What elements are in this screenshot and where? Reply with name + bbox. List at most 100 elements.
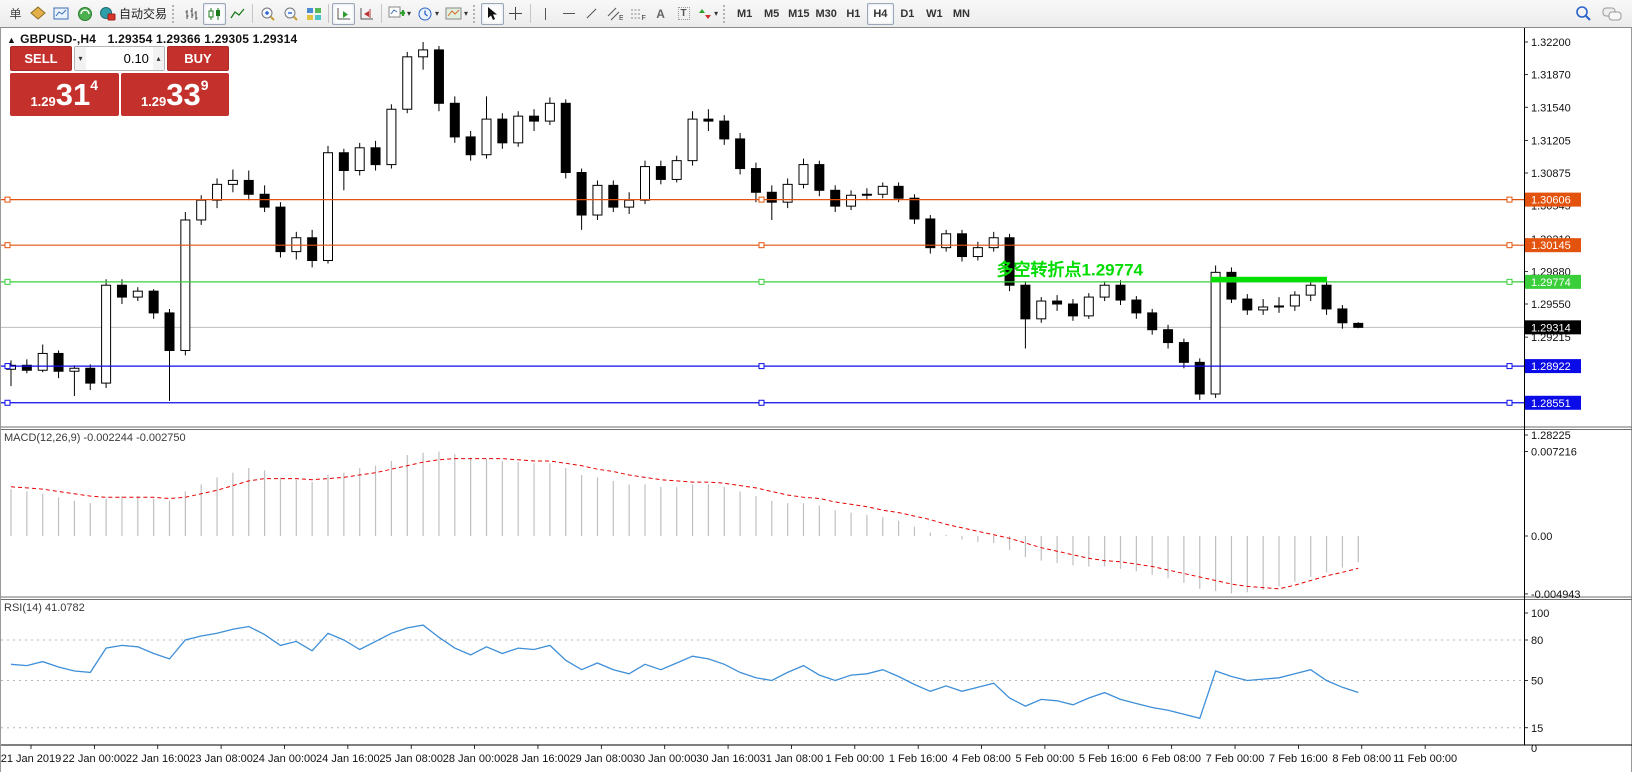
dropdown-caret-icon: ▾ [435, 9, 440, 18]
svg-text:30 Jan 16:00: 30 Jan 16:00 [696, 753, 760, 765]
chart-area[interactable]: 多空转折点1.29774 1.32200 1.31870 1.31540 1.31205… [0, 28, 1632, 772]
trendline-tool[interactable] [580, 3, 603, 25]
timeframe-d1[interactable]: D1 [900, 7, 915, 20]
svg-text:1.29314: 1.29314 [1531, 322, 1571, 334]
buy-price-prefix: 1.29 [140, 94, 167, 109]
time-axis[interactable]: 21 Jan 2019 22 Jan 00:00 22 Jan 16:00 23 Ja… [1, 745, 1457, 765]
buy-price-box[interactable]: 1.29 33 9 [120, 73, 229, 116]
timeframe-m1[interactable]: M1 [736, 7, 753, 20]
trade-panel-prices-row: 1.29 31 4 1.29 33 9 [10, 73, 229, 116]
rsi-indicator-label: RSI(14) 41.0782 [4, 602, 85, 614]
collapse-panel-icon[interactable]: ▲ [7, 35, 17, 45]
cursor-icon [488, 7, 498, 20]
zoom-in-button[interactable] [256, 3, 279, 25]
svg-text:1.30145: 1.30145 [1531, 240, 1571, 252]
new-order-button[interactable]: 单 [4, 3, 27, 25]
one-click-trading-panel: SELL ▾ ▴ BUY 1.29 31 4 1.29 33 9 [10, 46, 229, 116]
timeframe-m15[interactable]: M15 [788, 7, 810, 20]
chart-shift-button[interactable] [355, 3, 378, 25]
text-label-tool[interactable]: T [672, 3, 695, 25]
timeframe-m5[interactable]: M5 [763, 7, 780, 20]
line-chart-button[interactable] [226, 3, 249, 25]
svg-text:28 Jan 16:00: 28 Jan 16:00 [506, 753, 570, 765]
svg-text:8 Feb 08:00: 8 Feb 08:00 [1332, 753, 1391, 765]
vertical-line-icon [545, 7, 547, 20]
svg-text:31 Jan 08:00: 31 Jan 08:00 [760, 753, 824, 765]
sell-price-pip: 4 [90, 77, 99, 93]
main-toolbar: 单 自动交易 ▾ ▾ [0, 0, 1632, 28]
zoom-out-button[interactable] [279, 3, 302, 25]
channel-tool[interactable]: E [603, 3, 626, 25]
text-label-icon: T [677, 7, 690, 20]
crosshair-icon [509, 7, 523, 20]
horizontal-line-tool[interactable] [557, 3, 580, 25]
chart-canvas[interactable]: 多空转折点1.29774 1.32200 1.31870 1.31540 1.31205… [1, 28, 1632, 772]
toolbar-grip [172, 4, 176, 23]
templates-button[interactable]: ▾ [442, 3, 471, 25]
symbol-name: GBPUSD-,H4 [20, 32, 97, 46]
horizontal-line-objects[interactable] [1, 196, 1524, 406]
price-badges: 1.30606 1.30145 1.29774 1.28922 1.28551 1.293… [1525, 192, 1581, 410]
new-chart-button[interactable] [50, 3, 73, 25]
tile-windows-button[interactable] [302, 3, 325, 25]
timeframe-h4[interactable]: H4 [866, 2, 894, 25]
periods-button[interactable]: ▾ [414, 3, 442, 25]
svg-text:21 Jan 2019: 21 Jan 2019 [1, 753, 61, 765]
vertical-line-tool[interactable] [534, 3, 557, 25]
buy-button[interactable]: BUY [167, 46, 229, 71]
zoom-in-icon [261, 7, 275, 21]
equidistant-channel-icon: E [607, 7, 623, 21]
annotation-text[interactable]: 多空转折点1.29774 [997, 259, 1144, 279]
svg-text:5 Feb 00:00: 5 Feb 00:00 [1016, 753, 1075, 765]
ohlc-bars-icon [185, 7, 198, 20]
autotrading-button[interactable]: 自动交易 [96, 3, 170, 25]
add-indicator-button[interactable]: ▾ [385, 3, 414, 25]
bar-chart-button[interactable] [180, 3, 203, 25]
quotes-button[interactable] [27, 3, 50, 25]
svg-text:1.28225: 1.28225 [1531, 430, 1571, 442]
svg-text:1.30606: 1.30606 [1531, 195, 1571, 207]
trendline-icon [586, 8, 597, 19]
text-tool-icon: A [656, 6, 665, 21]
macd-indicator-label: MACD(12,26,9) -0.002244 -0.002750 [4, 432, 186, 444]
toolbar-separator [530, 4, 532, 23]
zoom-out-icon [284, 7, 298, 21]
volume-decrease-button[interactable]: ▾ [75, 47, 87, 70]
sell-price-prefix: 1.29 [30, 94, 56, 109]
trend-segment[interactable] [1211, 276, 1327, 282]
volume-increase-button[interactable]: ▴ [152, 47, 165, 70]
auto-scroll-icon [337, 7, 350, 19]
timeframe-m30[interactable]: M30 [815, 7, 837, 20]
svg-text:1 Feb 00:00: 1 Feb 00:00 [825, 753, 884, 765]
rsi-level-lines [1, 639, 1524, 729]
auto-scroll-button[interactable] [332, 2, 356, 25]
cursor-tool-button[interactable] [481, 2, 505, 25]
candlestick-chart-button[interactable] [203, 2, 227, 25]
crosshair-tool-button[interactable] [504, 3, 527, 25]
buy-price-big: 33 [166, 76, 201, 112]
svg-text:22 Jan 16:00: 22 Jan 16:00 [126, 753, 190, 765]
webtrader-button[interactable] [73, 3, 96, 25]
svg-text:4 Feb 08:00: 4 Feb 08:00 [952, 753, 1011, 765]
sell-price-box[interactable]: 1.29 31 4 [10, 73, 119, 116]
dropdown-caret-icon: ▾ [407, 9, 412, 18]
sell-button[interactable]: SELL [10, 46, 72, 71]
timeframe-w1[interactable]: W1 [926, 7, 943, 20]
arrows-tool[interactable]: ▾ [695, 3, 721, 25]
svg-text:24 Jan 16:00: 24 Jan 16:00 [316, 753, 380, 765]
template-icon [445, 7, 462, 19]
chat-icon[interactable] [1602, 6, 1622, 22]
timeframe-mn[interactable]: MN [952, 7, 970, 20]
toolbar-separator [328, 4, 330, 23]
svg-text:24 Jan 00:00: 24 Jan 00:00 [253, 753, 317, 765]
rsi-line [10, 624, 1359, 720]
svg-text:100: 100 [1531, 608, 1549, 620]
fibonacci-tool[interactable]: F [626, 3, 649, 25]
search-icon[interactable] [1575, 5, 1592, 22]
timeframe-h1[interactable]: H1 [846, 7, 861, 20]
svg-text:1.32200: 1.32200 [1531, 37, 1571, 49]
price-axis[interactable]: 1.322001.318701.315401.312051.308751.305… [1524, 37, 1581, 755]
svg-text:1.31540: 1.31540 [1531, 102, 1571, 114]
volume-input[interactable] [86, 47, 153, 70]
text-tool[interactable]: A [649, 3, 672, 25]
